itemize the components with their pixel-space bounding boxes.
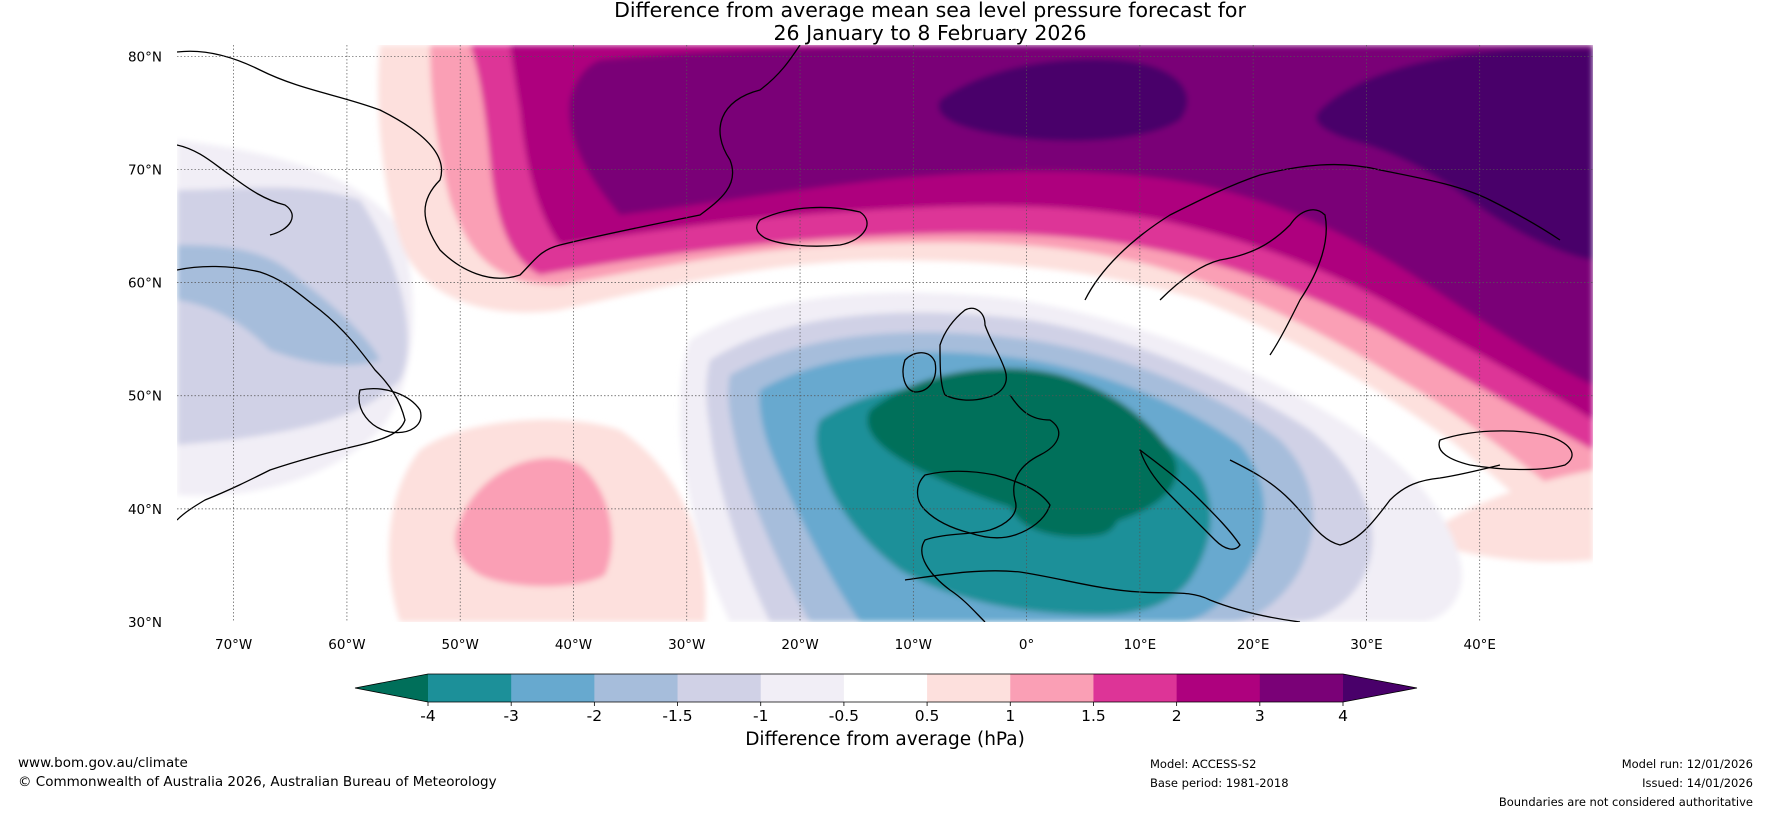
colorbar-tick-label: -1.5	[662, 707, 692, 725]
coast-scandinavia	[1084, 163, 1561, 356]
colorbar-bin	[511, 674, 595, 702]
footer-copyright: © Commonwealth of Australia 2026, Austra…	[18, 774, 497, 790]
colorbar-bin	[760, 674, 845, 702]
colorbar-bin	[677, 674, 762, 702]
field-atl-pos-2	[455, 458, 612, 587]
lon-label: 60°W	[328, 637, 365, 653]
colorbar-bin	[843, 674, 928, 702]
colorbar-extend-low	[355, 674, 428, 702]
coastlines	[177, 45, 1573, 622]
lon-label: 70°W	[215, 637, 252, 653]
colorbar-bin	[1259, 674, 1344, 702]
lon-label: 20°E	[1237, 637, 1269, 653]
colorbar: -4 -3 -2 -1.5 -1 -0.5 0.5 1 1.5 2 3 4	[354, 673, 1418, 725]
colorbar-bin	[1093, 674, 1178, 702]
lat-label: 50°N	[128, 389, 162, 405]
lat-label: 80°N	[128, 49, 162, 65]
field-pos-6b	[1316, 48, 1593, 260]
coast-europe-west	[921, 394, 1060, 622]
footer-disclaimer: Boundaries are not considered authoritat…	[1498, 795, 1753, 809]
field-neg-6b	[1006, 473, 1119, 537]
coast-black-sea	[1438, 430, 1573, 471]
lon-label: 10°E	[1124, 637, 1156, 653]
coast-iceland	[756, 206, 868, 247]
title-line-2: 26 January to 8 February 2026	[773, 21, 1087, 45]
colorbar-tick-label: 1	[1005, 707, 1015, 725]
field-neg-west-3	[177, 245, 380, 366]
lon-axis-labels: 70°W 60°W 50°W 40°W 30°W 20°W 10°W 0° 10°E 20°E 30…	[215, 637, 1496, 653]
coast-italy	[1139, 449, 1241, 550]
colorbar-extend-high	[1343, 674, 1417, 702]
footer-model-run: Model run: 12/01/2026	[1621, 757, 1753, 771]
colorbar-bin	[594, 674, 679, 702]
colorbar-tick-label: -3	[503, 707, 518, 725]
footer-base-period: Base period: 1981-2018	[1150, 776, 1289, 790]
map-title: Difference from average mean sea level p…	[530, 0, 1330, 45]
coast-newfoundland	[358, 388, 422, 434]
colorbar-tick-label: -2	[587, 707, 602, 725]
lat-label: 30°N	[128, 615, 162, 631]
field-med-pos-1	[1420, 470, 1593, 562]
coast-uk	[939, 307, 1007, 401]
lon-label: 50°W	[442, 637, 479, 653]
lon-label: 0°	[1019, 637, 1034, 653]
footer-model: Model: ACCESS-S2	[1150, 757, 1257, 771]
lat-axis-labels: 80°N 70°N 60°N 50°N 40°N 30°N	[128, 49, 162, 631]
colorbar-label: Difference from average (hPa)	[745, 729, 1025, 750]
lon-label: 40°E	[1463, 637, 1495, 653]
colorbar-tick-label: -0.5	[829, 707, 859, 725]
colorbar-tick-label: 2	[1172, 707, 1182, 725]
coast-baffin	[177, 144, 293, 236]
lon-label: 30°W	[668, 637, 705, 653]
colorbar-bin	[1010, 674, 1094, 702]
colorbar-tick-label: 4	[1338, 707, 1348, 725]
lat-label: 60°N	[128, 276, 162, 292]
coast-north-africa	[904, 570, 1301, 622]
coast-labrador	[177, 265, 406, 521]
coast-balkans	[1229, 459, 1501, 546]
colorbar-tick-label: -4	[420, 707, 435, 725]
colorbar-tick-label: 0.5	[915, 707, 940, 725]
coast-iberia	[916, 470, 1051, 539]
lon-label: 20°W	[781, 637, 818, 653]
lon-label: 10°W	[895, 637, 932, 653]
colorbar-bin	[1176, 674, 1261, 702]
lon-label: 30°E	[1350, 637, 1382, 653]
colorbar-tick-label: 1.5	[1081, 707, 1106, 725]
field-pos-6a	[938, 59, 1188, 141]
coast-greenland-west	[177, 45, 801, 279]
anomaly-field	[177, 45, 1593, 622]
coast-ireland	[902, 352, 937, 393]
colorbar-bin	[428, 674, 512, 702]
lat-label: 40°N	[128, 502, 162, 518]
footer-website: www.bom.gov.au/climate	[18, 755, 188, 771]
colorbar-tick-label: -1	[753, 707, 768, 725]
lat-label: 70°N	[128, 162, 162, 178]
lon-label: 40°W	[555, 637, 592, 653]
colorbar-bin	[927, 674, 1011, 702]
colorbar-tick-label: 3	[1255, 707, 1265, 725]
title-line-1: Difference from average mean sea level p…	[614, 0, 1246, 22]
graticule	[177, 45, 1593, 622]
footer-issued: Issued: 14/01/2026	[1642, 776, 1753, 790]
